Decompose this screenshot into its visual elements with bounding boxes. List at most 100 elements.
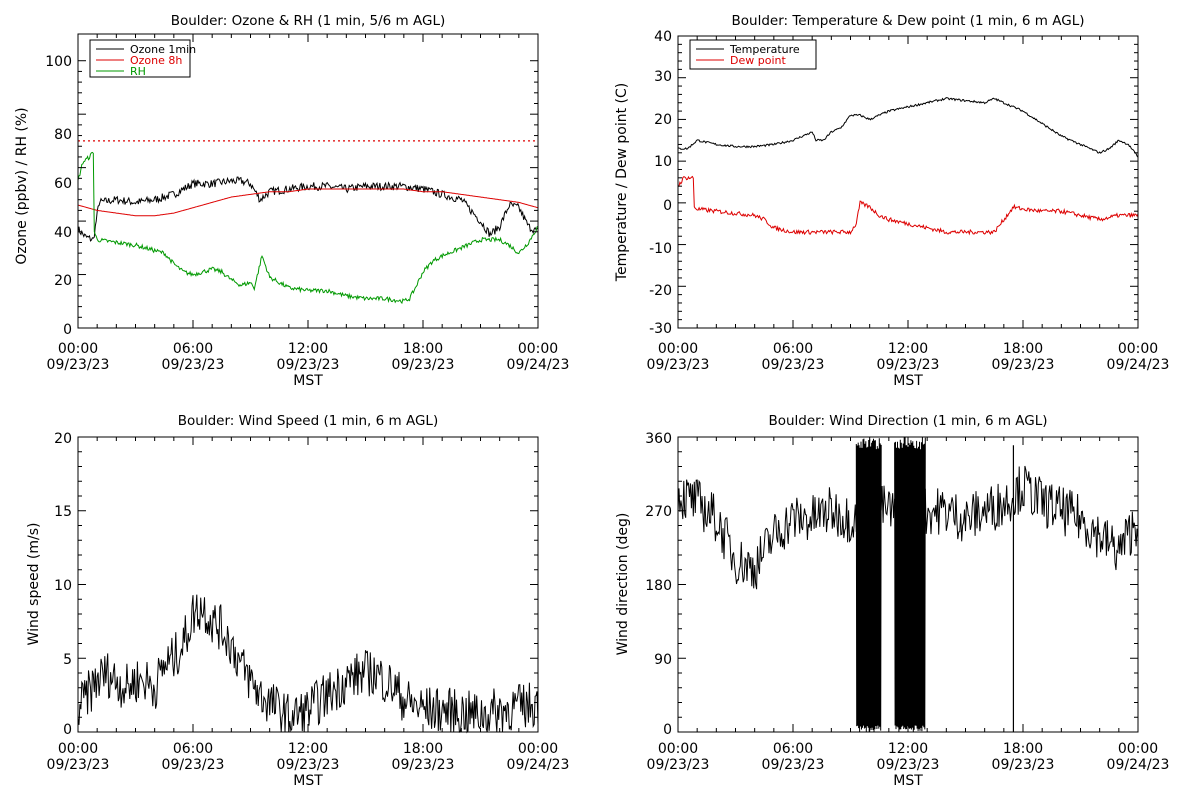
series-line	[77, 188, 539, 217]
series-line	[77, 176, 539, 242]
plot-frame	[77, 33, 539, 329]
y-tick-label: 0	[63, 322, 72, 338]
x-axis-label: MST	[293, 773, 323, 789]
panel-wind-direction: Boulder: Wind Direction (1 min, 6 m AGL)…	[615, 413, 1169, 789]
y-ticks: -30 -20 -10 0 10 20 30 40	[649, 29, 672, 337]
panel-ozone-rh: Boulder: Ozone & RH (1 min, 5/6 m AGL) O…	[14, 13, 569, 389]
x-tick-date: 09/24/23	[1107, 357, 1170, 373]
plot-area	[677, 436, 1139, 733]
x-tick-time: 00:00	[58, 341, 98, 357]
x-tick-time: 06:00	[773, 341, 813, 357]
y-tick-label: 30	[654, 69, 672, 85]
legend-label: Ozone 1min	[130, 43, 196, 56]
x-ticks: 00:00 09/23/23 06:00 09/23/23 12:00 09/2…	[47, 741, 570, 789]
x-tick-time: 00:00	[518, 741, 558, 757]
x-tick-time: 06:00	[173, 341, 213, 357]
x-tick-date: 09/23/23	[47, 757, 110, 773]
legend: Ozone 1min Ozone 8h RH	[89, 39, 196, 78]
legend-label: RH	[130, 65, 146, 78]
y-tick-label: 0	[63, 722, 72, 738]
plot-area	[77, 33, 539, 329]
y-tick-label: 15	[54, 504, 72, 520]
x-axis-label: MST	[293, 373, 323, 389]
legend-label: Temperature	[729, 43, 800, 56]
y-axis-label: Temperature / Dew point (C)	[614, 83, 630, 282]
x-axis-label: MST	[893, 373, 923, 389]
legend-label: Ozone 8h	[130, 54, 182, 67]
x-tick-time: 12:00	[288, 741, 328, 757]
panel-title: Boulder: Wind Direction (1 min, 6 m AGL)	[768, 413, 1047, 429]
x-tick-time: 18:00	[1003, 341, 1043, 357]
panel-title: Boulder: Temperature & Dew point (1 min,…	[732, 13, 1085, 29]
y-ticks: 0 5 10 15 20	[54, 431, 72, 738]
y-tick-label: 5	[63, 652, 72, 668]
legend-box	[689, 39, 817, 70]
y-axis-label: Ozone (ppbv) / RH (%)	[14, 107, 30, 264]
y-tick-label: 60	[54, 176, 72, 192]
x-tick-date: 09/23/23	[162, 757, 225, 773]
x-tick-time: 12:00	[888, 741, 928, 757]
y-tick-label: 100	[45, 54, 72, 70]
x-tick-date: 09/23/23	[277, 757, 340, 773]
x-tick-time: 00:00	[58, 741, 98, 757]
panel-wind-speed: Boulder: Wind Speed (1 min, 6 m AGL) Win…	[26, 413, 569, 789]
series-line	[677, 175, 1139, 236]
legend: Temperature Dew point	[689, 39, 817, 70]
y-tick-label: 20	[654, 112, 672, 128]
x-tick-time: 12:00	[888, 341, 928, 357]
panel-title: Boulder: Ozone & RH (1 min, 5/6 m AGL)	[171, 13, 446, 29]
x-tick-date: 09/23/23	[647, 757, 710, 773]
x-ticks: 00:00 09/23/23 06:00 09/23/23 12:00 09/2…	[647, 741, 1170, 789]
x-tick-time: 00:00	[1118, 741, 1158, 757]
x-tick-time: 18:00	[1003, 741, 1043, 757]
y-tick-label: 0	[663, 722, 672, 738]
y-tick-label: 270	[645, 504, 672, 520]
x-tick-time: 18:00	[403, 741, 443, 757]
x-tick-date: 09/23/23	[762, 757, 825, 773]
y-tick-label: 10	[654, 154, 672, 170]
x-tick-time: 06:00	[773, 741, 813, 757]
x-tick-time: 00:00	[658, 741, 698, 757]
x-ticks: 00:00 09/23/23 06:00 09/23/23 12:00 09/2…	[647, 341, 1170, 389]
x-tick-date: 09/23/23	[762, 357, 825, 373]
panel-title: Boulder: Wind Speed (1 min, 6 m AGL)	[178, 413, 438, 429]
y-tick-label: 20	[54, 431, 72, 447]
series-line	[77, 594, 539, 734]
x-tick-date: 09/23/23	[392, 357, 455, 373]
x-tick-date: 09/23/23	[647, 357, 710, 373]
y-tick-label: 360	[645, 431, 672, 447]
y-tick-label: 80	[54, 127, 72, 143]
y-ticks: 0 90 180 270 360	[645, 431, 672, 738]
x-tick-date: 09/23/23	[877, 357, 940, 373]
panel-temperature-dewpoint: Boulder: Temperature & Dew point (1 min,…	[614, 13, 1169, 389]
x-tick-date: 09/23/23	[47, 357, 110, 373]
y-tick-label: 40	[54, 225, 72, 241]
x-tick-date: 09/24/23	[507, 357, 570, 373]
plot-area	[677, 35, 1139, 329]
x-tick-date: 09/23/23	[277, 357, 340, 373]
x-tick-date: 09/23/23	[992, 757, 1055, 773]
legend-label: Dew point	[730, 54, 786, 67]
y-tick-label: 10	[54, 578, 72, 594]
y-tick-label: -30	[649, 321, 672, 337]
y-tick-label: 40	[654, 29, 672, 45]
y-ticks: 0 20 40 60 80 100	[45, 54, 72, 338]
y-tick-label: 90	[654, 652, 672, 668]
y-tick-label: 180	[645, 578, 672, 594]
y-axis-label: Wind direction (deg)	[615, 513, 631, 656]
x-tick-date: 09/24/23	[507, 757, 570, 773]
x-tick-date: 09/23/23	[992, 357, 1055, 373]
series-line	[677, 97, 1139, 158]
x-tick-date: 09/23/23	[392, 757, 455, 773]
x-tick-time: 00:00	[1118, 341, 1158, 357]
x-tick-time: 18:00	[403, 341, 443, 357]
x-tick-time: 12:00	[288, 341, 328, 357]
plot-frame	[677, 35, 1139, 329]
y-tick-label: 0	[663, 198, 672, 214]
y-axis-label: Wind speed (m/s)	[26, 523, 42, 646]
plot-area	[77, 436, 539, 734]
y-tick-label: 20	[54, 273, 72, 289]
y-tick-label: -10	[649, 241, 672, 257]
direction-wrap-band	[894, 437, 926, 732]
